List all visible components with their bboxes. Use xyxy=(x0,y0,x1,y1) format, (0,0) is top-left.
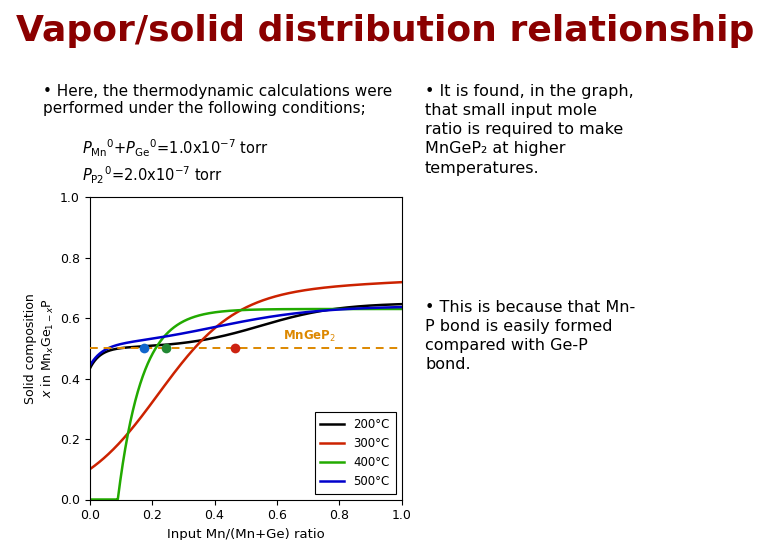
Y-axis label: Solid composition
$x$ in Mn$_x$Ge$_{1-x}$P: Solid composition $x$ in Mn$_x$Ge$_{1-x}… xyxy=(24,293,56,404)
400°C xyxy=(117,469,126,475)
X-axis label: Input Mn/(Mn+Ge) ratio: Input Mn/(Mn+Ge) ratio xyxy=(167,528,324,540)
200°C xyxy=(117,345,126,352)
300°C xyxy=(397,279,406,286)
300°C xyxy=(334,283,343,289)
200°C xyxy=(85,366,94,372)
400°C xyxy=(334,306,343,312)
300°C xyxy=(222,315,232,322)
Text: $P_{\mathrm{Mn}}{}^{0}$+$P_{\mathrm{Ge}}{}^{0}$=1.0x10$^{-7}$ torr: $P_{\mathrm{Mn}}{}^{0}$+$P_{\mathrm{Ge}}… xyxy=(82,138,268,159)
500°C xyxy=(334,306,343,313)
200°C xyxy=(328,306,338,313)
300°C xyxy=(117,437,126,444)
Text: • Here, the thermodynamic calculations were
performed under the following condit: • Here, the thermodynamic calculations w… xyxy=(43,84,392,116)
Text: • This is because that Mn-
P bond is easily formed
compared with Ge-P
bond.: • This is because that Mn- P bond is eas… xyxy=(425,300,636,372)
400°C xyxy=(397,306,406,312)
300°C xyxy=(328,284,338,290)
200°C xyxy=(334,305,343,312)
400°C xyxy=(300,306,309,312)
500°C xyxy=(222,321,232,328)
300°C xyxy=(300,287,309,294)
Line: 500°C: 500°C xyxy=(90,307,402,366)
Line: 400°C: 400°C xyxy=(90,309,402,500)
Legend: 200°C, 300°C, 400°C, 500°C: 200°C, 300°C, 400°C, 500°C xyxy=(314,412,395,494)
400°C xyxy=(85,496,94,503)
Line: 300°C: 300°C xyxy=(90,282,402,469)
500°C xyxy=(211,323,221,330)
500°C xyxy=(397,304,406,310)
200°C xyxy=(397,301,406,307)
400°C xyxy=(328,306,338,312)
Text: $P_{\mathrm{P2}}{}^{0}$=2.0x10$^{-7}$ torr: $P_{\mathrm{P2}}{}^{0}$=2.0x10$^{-7}$ to… xyxy=(82,165,223,186)
Text: Vapor/solid distribution relationship: Vapor/solid distribution relationship xyxy=(16,14,754,48)
400°C xyxy=(211,309,221,315)
500°C xyxy=(117,341,126,347)
200°C xyxy=(300,311,309,318)
Text: • It is found, in the graph,
that small input mole
ratio is required to make
MnG: • It is found, in the graph, that small … xyxy=(425,84,634,176)
300°C xyxy=(211,324,221,330)
Line: 200°C: 200°C xyxy=(90,304,402,369)
500°C xyxy=(300,309,309,316)
500°C xyxy=(328,307,338,313)
200°C xyxy=(211,334,221,341)
Text: MnGeP$_2$: MnGeP$_2$ xyxy=(283,329,336,344)
300°C xyxy=(85,466,94,472)
400°C xyxy=(222,308,232,314)
200°C xyxy=(222,332,232,338)
500°C xyxy=(85,363,94,369)
